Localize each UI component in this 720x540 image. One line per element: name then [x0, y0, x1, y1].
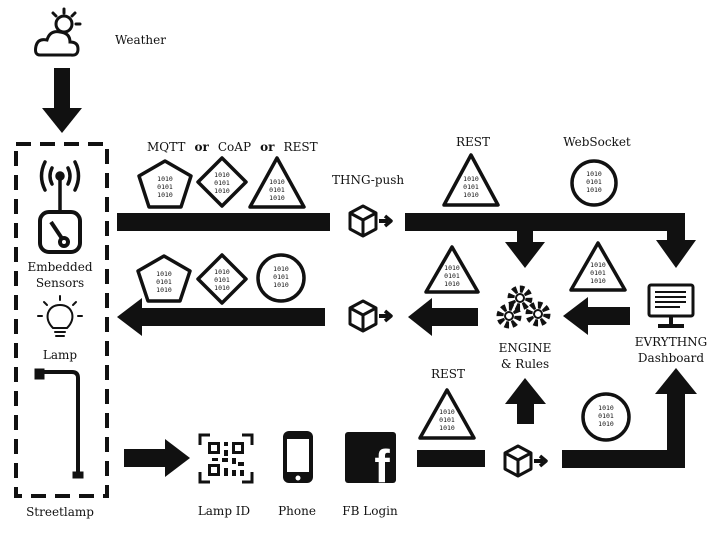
binary-line: 0101 [273, 273, 289, 281]
protocol-coap: CoAP [218, 140, 251, 154]
binary-line: 0101 [444, 272, 460, 280]
protocol-websocket: WebSocket [563, 135, 631, 149]
engine-to-push-arrow [408, 298, 478, 336]
facebook-icon: f [345, 432, 396, 492]
binary-line: 1010 [273, 281, 289, 289]
embedded-sensors-label-line2: Sensors [36, 276, 84, 290]
thng-push-label: THNG-push [332, 173, 404, 187]
binary-line: 1010 [214, 187, 230, 195]
protocol-mqtt: MQTT [147, 140, 185, 154]
streetlamp-to-lampid-arrow [124, 439, 190, 477]
thng-push-cube-icon [348, 204, 393, 238]
binary-line: 1010 [157, 191, 173, 199]
binary-line: 1010 [598, 420, 614, 428]
engine-label-line2: & Rules [501, 357, 549, 371]
phone-label: Phone [278, 504, 316, 518]
sensor-gauge-icon [38, 210, 82, 254]
binary-line: 1010 [214, 268, 230, 276]
qr-code-icon [198, 433, 254, 484]
coap-message-diamond-return: 1010 0101 1010 [196, 253, 248, 305]
binary-line: 1010 [439, 408, 455, 416]
lamp-label: Lamp [43, 348, 78, 362]
binary-line: 1010 [156, 286, 172, 294]
fb-to-push-bar [417, 450, 485, 467]
binary-line: 1010 [586, 170, 602, 178]
binary-line: 1010 [463, 175, 479, 183]
binary-line: 0101 [590, 269, 606, 277]
dashboard-monitor-icon [647, 283, 695, 328]
binary-line: 1010 [586, 186, 602, 194]
weather-down-arrow [42, 68, 82, 133]
binary-line: 0101 [439, 416, 455, 424]
rest-message-triangle: 1010 0101 1010 [248, 156, 306, 209]
protocol-rest-bottom: REST [431, 367, 465, 381]
binary-line: 1010 [590, 277, 606, 285]
binary-line: 1010 [156, 270, 172, 278]
phone-icon [283, 431, 313, 483]
weather-icon [34, 7, 82, 57]
binary-line: 1010 [598, 404, 614, 412]
protocol-label-left: MQTT or CoAP or REST [147, 136, 318, 155]
engine-gears-icon [496, 285, 551, 329]
embedded-sensors-label-line1: Embedded [27, 260, 92, 274]
binary-line: 1010 [463, 191, 479, 199]
thng-push-cube-icon-bottom [503, 444, 548, 478]
binary-line: 1010 [273, 265, 289, 273]
mqtt-message-pentagon-return: 1010 0101 1010 [136, 254, 192, 303]
binary-line: 0101 [214, 179, 230, 187]
binary-line: 1010 [214, 284, 230, 292]
rest-message-triangle-bottom: 1010 0101 1010 [418, 388, 476, 440]
rest-message-triangle-engine: 1010 0101 1010 [424, 245, 480, 294]
push-to-dashboard-arrow [562, 368, 697, 468]
binary-line: 1010 [157, 175, 173, 183]
binary-line: 0101 [463, 183, 479, 191]
facebook-glyph: f [374, 440, 390, 492]
streetlamp-label: Streetlamp [26, 505, 94, 519]
protocol-or-2: or [260, 140, 275, 154]
binary-line: 0101 [598, 412, 614, 420]
device-boundary [14, 142, 109, 498]
binary-line: 1010 [214, 171, 230, 179]
binary-line: 0101 [269, 186, 285, 194]
lamp-id-label: Lamp ID [198, 504, 250, 518]
binary-line: 0101 [156, 278, 172, 286]
dashboard-label-line1: EVRYTHNG [635, 335, 708, 349]
cloud-distribution-bar [405, 213, 685, 231]
binary-line: 0101 [586, 178, 602, 186]
websocket-message-circle-bottom: 1010 0101 1010 [581, 392, 631, 442]
binary-line: 1010 [269, 178, 285, 186]
protocol-rest-top: REST [456, 135, 490, 149]
binary-line: 1010 [444, 280, 460, 288]
streetlamp-icon [34, 368, 84, 479]
weather-label: Weather [115, 33, 166, 47]
to-engine-down-arrow [505, 223, 545, 268]
thng-push-cube-icon-middle [348, 299, 393, 333]
cloud-to-device-arrow [117, 298, 325, 336]
binary-line: 0101 [214, 276, 230, 284]
binary-line: 1010 [444, 264, 460, 272]
dashboard-to-engine-arrow [563, 297, 630, 335]
dashboard-label-line2: Dashboard [638, 351, 704, 365]
fb-login-label: FB Login [342, 504, 398, 518]
to-dashboard-down-arrow [656, 213, 696, 268]
mqtt-message-pentagon: 1010 0101 1010 [137, 159, 193, 209]
protocol-or-1: or [194, 140, 209, 154]
binary-line: 0101 [157, 183, 173, 191]
websocket-message-circle-return: 1010 0101 1010 [256, 253, 306, 303]
engine-label-line1: ENGINE [499, 341, 552, 355]
rest-message-triangle-top: 1010 0101 1010 [442, 153, 500, 207]
websocket-message-circle: 1010 0101 1010 [570, 159, 618, 207]
rest-message-triangle-dashboard: 1010 0101 1010 [569, 241, 627, 292]
binary-line: 1010 [590, 261, 606, 269]
lamp-bulb-icon [37, 295, 83, 337]
push-to-engine-up-arrow [505, 378, 546, 424]
device-to-cloud-bar [117, 213, 330, 231]
protocol-rest-left: REST [284, 140, 318, 154]
antenna-icon [39, 160, 81, 214]
binary-line: 1010 [439, 424, 455, 432]
binary-line: 1010 [269, 194, 285, 202]
coap-message-diamond: 1010 0101 1010 [196, 156, 248, 208]
